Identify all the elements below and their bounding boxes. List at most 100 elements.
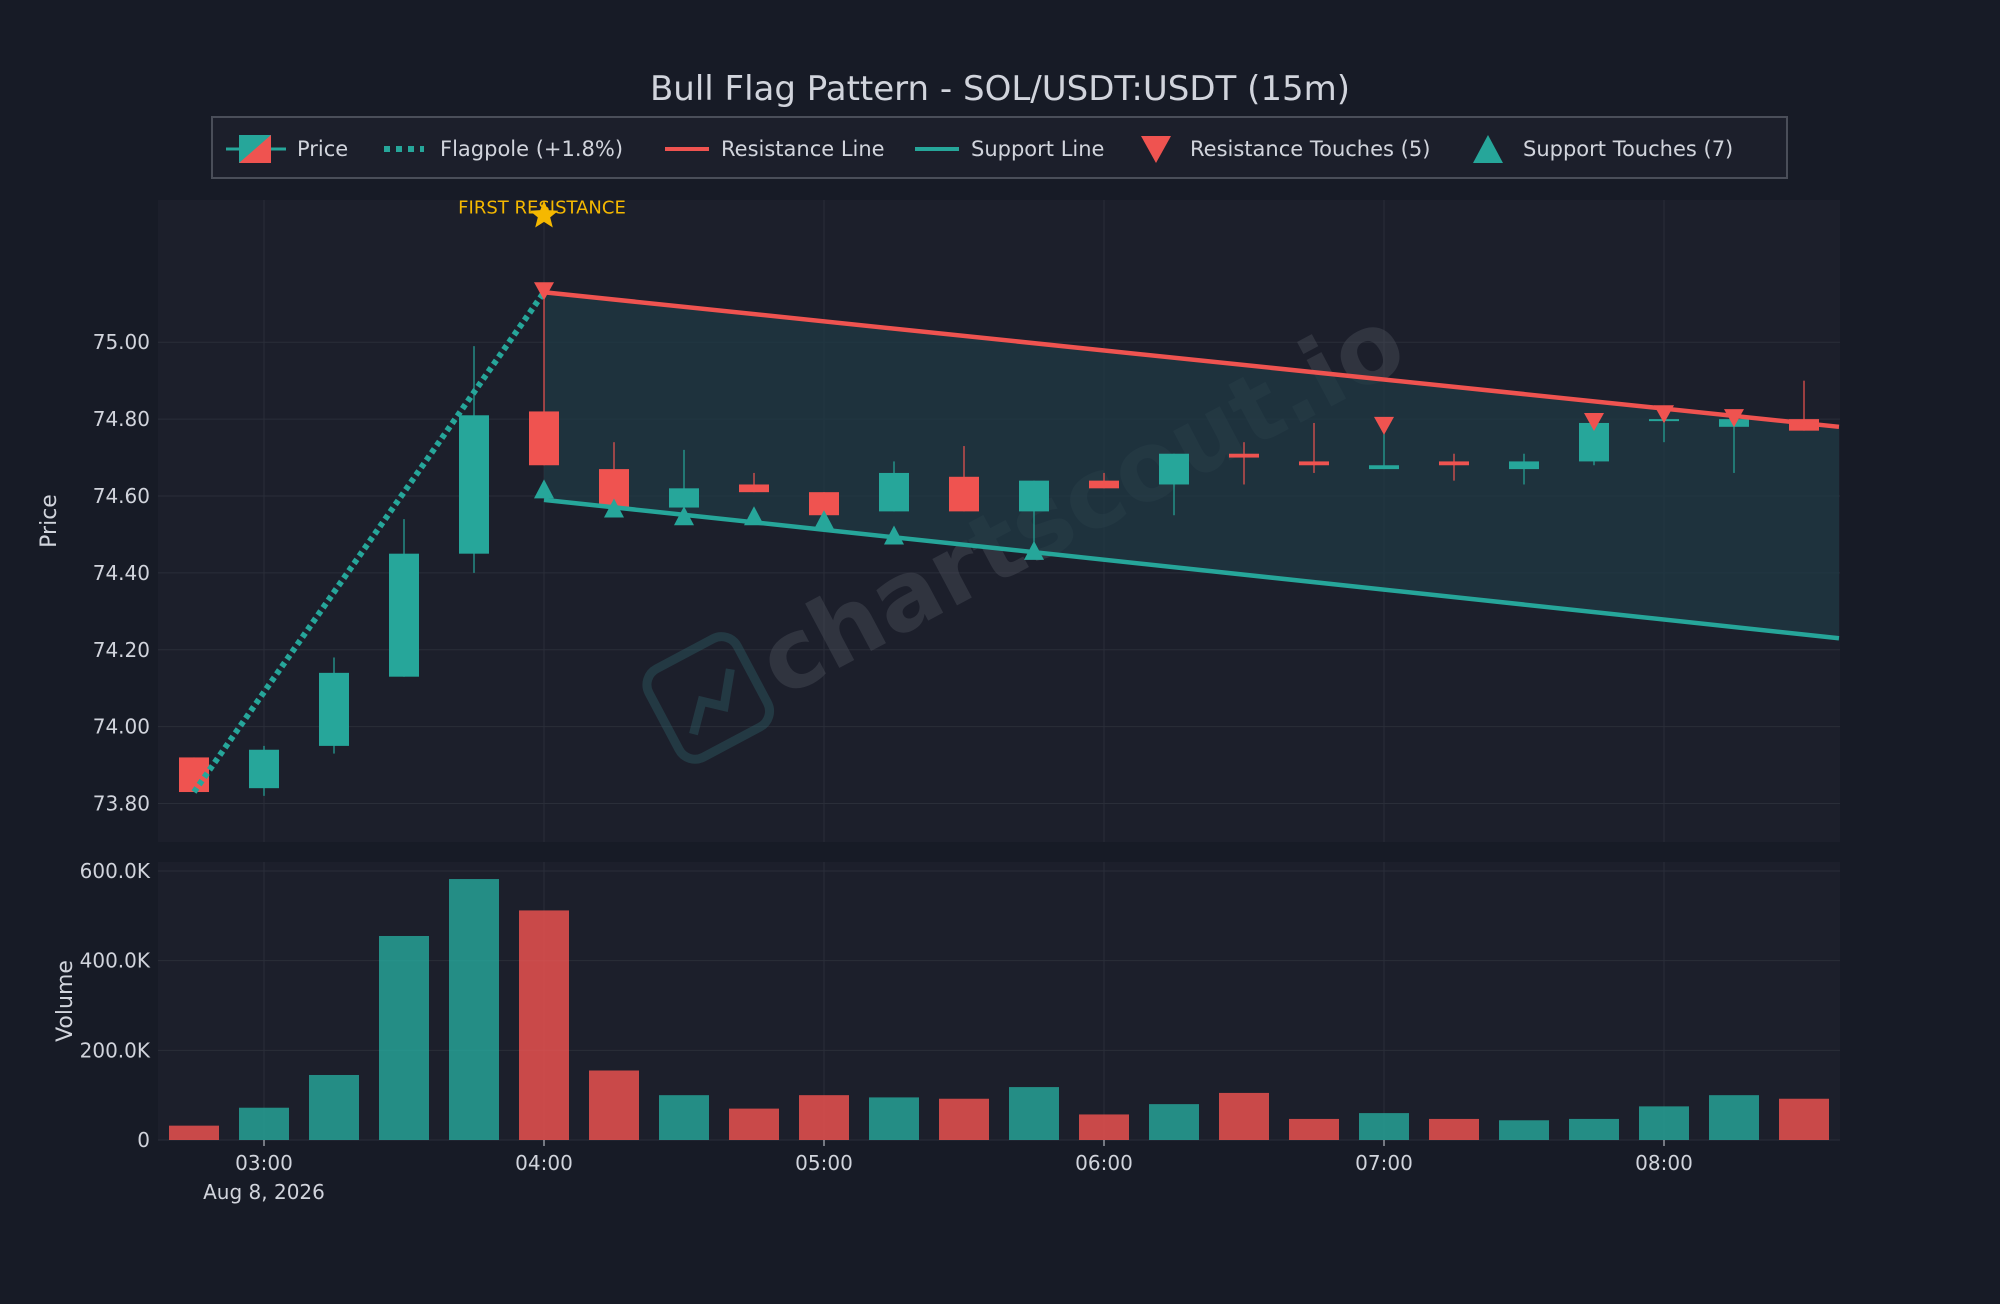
- volume-bar: [309, 1074, 359, 1140]
- candle-body: [249, 749, 279, 789]
- time-tick-label: 05:00: [795, 1151, 853, 1175]
- volume-tick-label: 0: [137, 1128, 150, 1152]
- volume-bar: [1569, 1118, 1619, 1140]
- volume-bar: [1289, 1118, 1339, 1140]
- candle-body: [739, 484, 769, 493]
- legend-label: Price: [297, 137, 348, 161]
- legend-frame: [211, 116, 1788, 179]
- volume-tick-label: 200.0K: [80, 1038, 151, 1062]
- legend: Price Flagpole (+1.8%) Resistance Line Supp…: [211, 116, 1788, 179]
- volume-bar: [659, 1095, 709, 1140]
- price-tick-label: 74.20: [93, 638, 150, 662]
- legend-resistance-touch-icon: [1141, 136, 1171, 163]
- volume-bar: [799, 1095, 849, 1140]
- candle-body: [949, 476, 979, 512]
- date-label: Aug 8, 2026: [203, 1180, 325, 1204]
- legend-label: Resistance Line: [721, 137, 885, 161]
- resistance-touch-marker: [1584, 412, 1604, 431]
- resistance-touch-marker: [534, 282, 554, 301]
- price-tick-label: 75.00: [93, 330, 150, 354]
- price-tick-label: 73.80: [93, 792, 150, 816]
- volume-bar: [239, 1107, 289, 1140]
- candle-body: [1369, 465, 1399, 470]
- volume-bar: [1779, 1098, 1829, 1140]
- resistance-touch-marker: [1654, 405, 1674, 424]
- watermark-logo: [642, 632, 775, 764]
- candle-body: [1019, 480, 1049, 512]
- time-axis: 03:00 04:00 05:00 06:00 07:00 08:00: [235, 1140, 1693, 1175]
- support-touch-marker: [1024, 540, 1044, 560]
- volume-bar: [1709, 1095, 1759, 1140]
- time-tick-label: 04:00: [515, 1151, 573, 1175]
- volume-bar: [1219, 1092, 1269, 1140]
- flag-channel-fill: [544, 292, 1839, 639]
- candle-body: [1159, 453, 1189, 485]
- time-tick-label: 03:00: [235, 1151, 293, 1175]
- candle-body: [319, 672, 349, 746]
- volume-bar: [939, 1098, 989, 1140]
- volume-bar: [1079, 1114, 1129, 1140]
- price-tick-label: 74.80: [93, 407, 150, 431]
- volume-bar: [1359, 1113, 1409, 1140]
- price-tick-label: 74.00: [93, 715, 150, 739]
- price-axis: 73.80 74.00 74.20 74.40 74.60 74.80 75.00: [93, 330, 150, 815]
- volume-bar: [1009, 1087, 1059, 1140]
- star-icon: [529, 200, 559, 228]
- volume-bar: [1149, 1104, 1199, 1140]
- time-tick-label: 07:00: [1355, 1151, 1413, 1175]
- resistance-touch-marker: [1374, 416, 1394, 435]
- support-touch-marker: [744, 506, 764, 526]
- support-touch-marker: [814, 510, 834, 530]
- candle-body: [529, 411, 559, 466]
- volume-bar: [869, 1097, 919, 1140]
- volume-bar: [169, 1125, 219, 1140]
- support-touch-marker: [604, 498, 624, 518]
- watermark-logo-line: [689, 668, 735, 736]
- annotation-label: FIRST RESISTANCE: [458, 197, 626, 218]
- legend-price-swatch-bear: [239, 135, 271, 163]
- support-touch-marker: [534, 479, 554, 499]
- candle-body: [1299, 461, 1329, 466]
- resistance-touch-marker: [1724, 409, 1744, 428]
- volume-axis-label: Volume: [53, 960, 78, 1042]
- flagpole-line: [191, 290, 547, 794]
- candle-body: [1509, 461, 1539, 470]
- price-tick-label: 74.60: [93, 484, 150, 508]
- candle-body: [459, 415, 489, 554]
- volume-bar: [1639, 1106, 1689, 1140]
- price-tick-label: 74.40: [93, 561, 150, 585]
- volume-grid: [158, 862, 1840, 1141]
- volume-bar: [589, 1070, 639, 1140]
- volume-bars: [169, 879, 1829, 1140]
- candle-body: [669, 488, 699, 508]
- volume-bar: [1499, 1120, 1549, 1140]
- flag-channel: [544, 292, 1839, 639]
- legend-support-touch-icon: [1473, 135, 1503, 163]
- candle-body: [1229, 453, 1259, 458]
- candle-body: [1439, 461, 1469, 466]
- support-touch-marker: [674, 506, 694, 526]
- price-axis-label: Price: [37, 494, 62, 548]
- volume-bar: [379, 935, 429, 1140]
- candle-body: [389, 553, 419, 677]
- volume-tick-label: 400.0K: [80, 949, 151, 973]
- volume-tick-label: 600.0K: [80, 859, 151, 883]
- volume-bar: [449, 879, 499, 1140]
- legend-label: Flagpole (+1.8%): [440, 137, 623, 161]
- legend-label: Resistance Touches (5): [1190, 137, 1430, 161]
- time-tick-label: 06:00: [1075, 1151, 1133, 1175]
- candle-body: [879, 472, 909, 512]
- volume-bar: [519, 910, 569, 1140]
- candles: [179, 292, 1819, 796]
- touch-markers: [534, 282, 1744, 560]
- candle-body: [809, 492, 839, 516]
- volume-panel: [158, 862, 1840, 1140]
- time-tick-label: 08:00: [1635, 1151, 1693, 1175]
- chart-title: Bull Flag Pattern - SOL/USDT:USDT (15m): [650, 69, 1350, 109]
- support-touch-marker: [884, 525, 904, 545]
- volume-bar: [729, 1108, 779, 1140]
- candle-body: [1089, 480, 1119, 489]
- legend-label: Support Line: [971, 137, 1104, 161]
